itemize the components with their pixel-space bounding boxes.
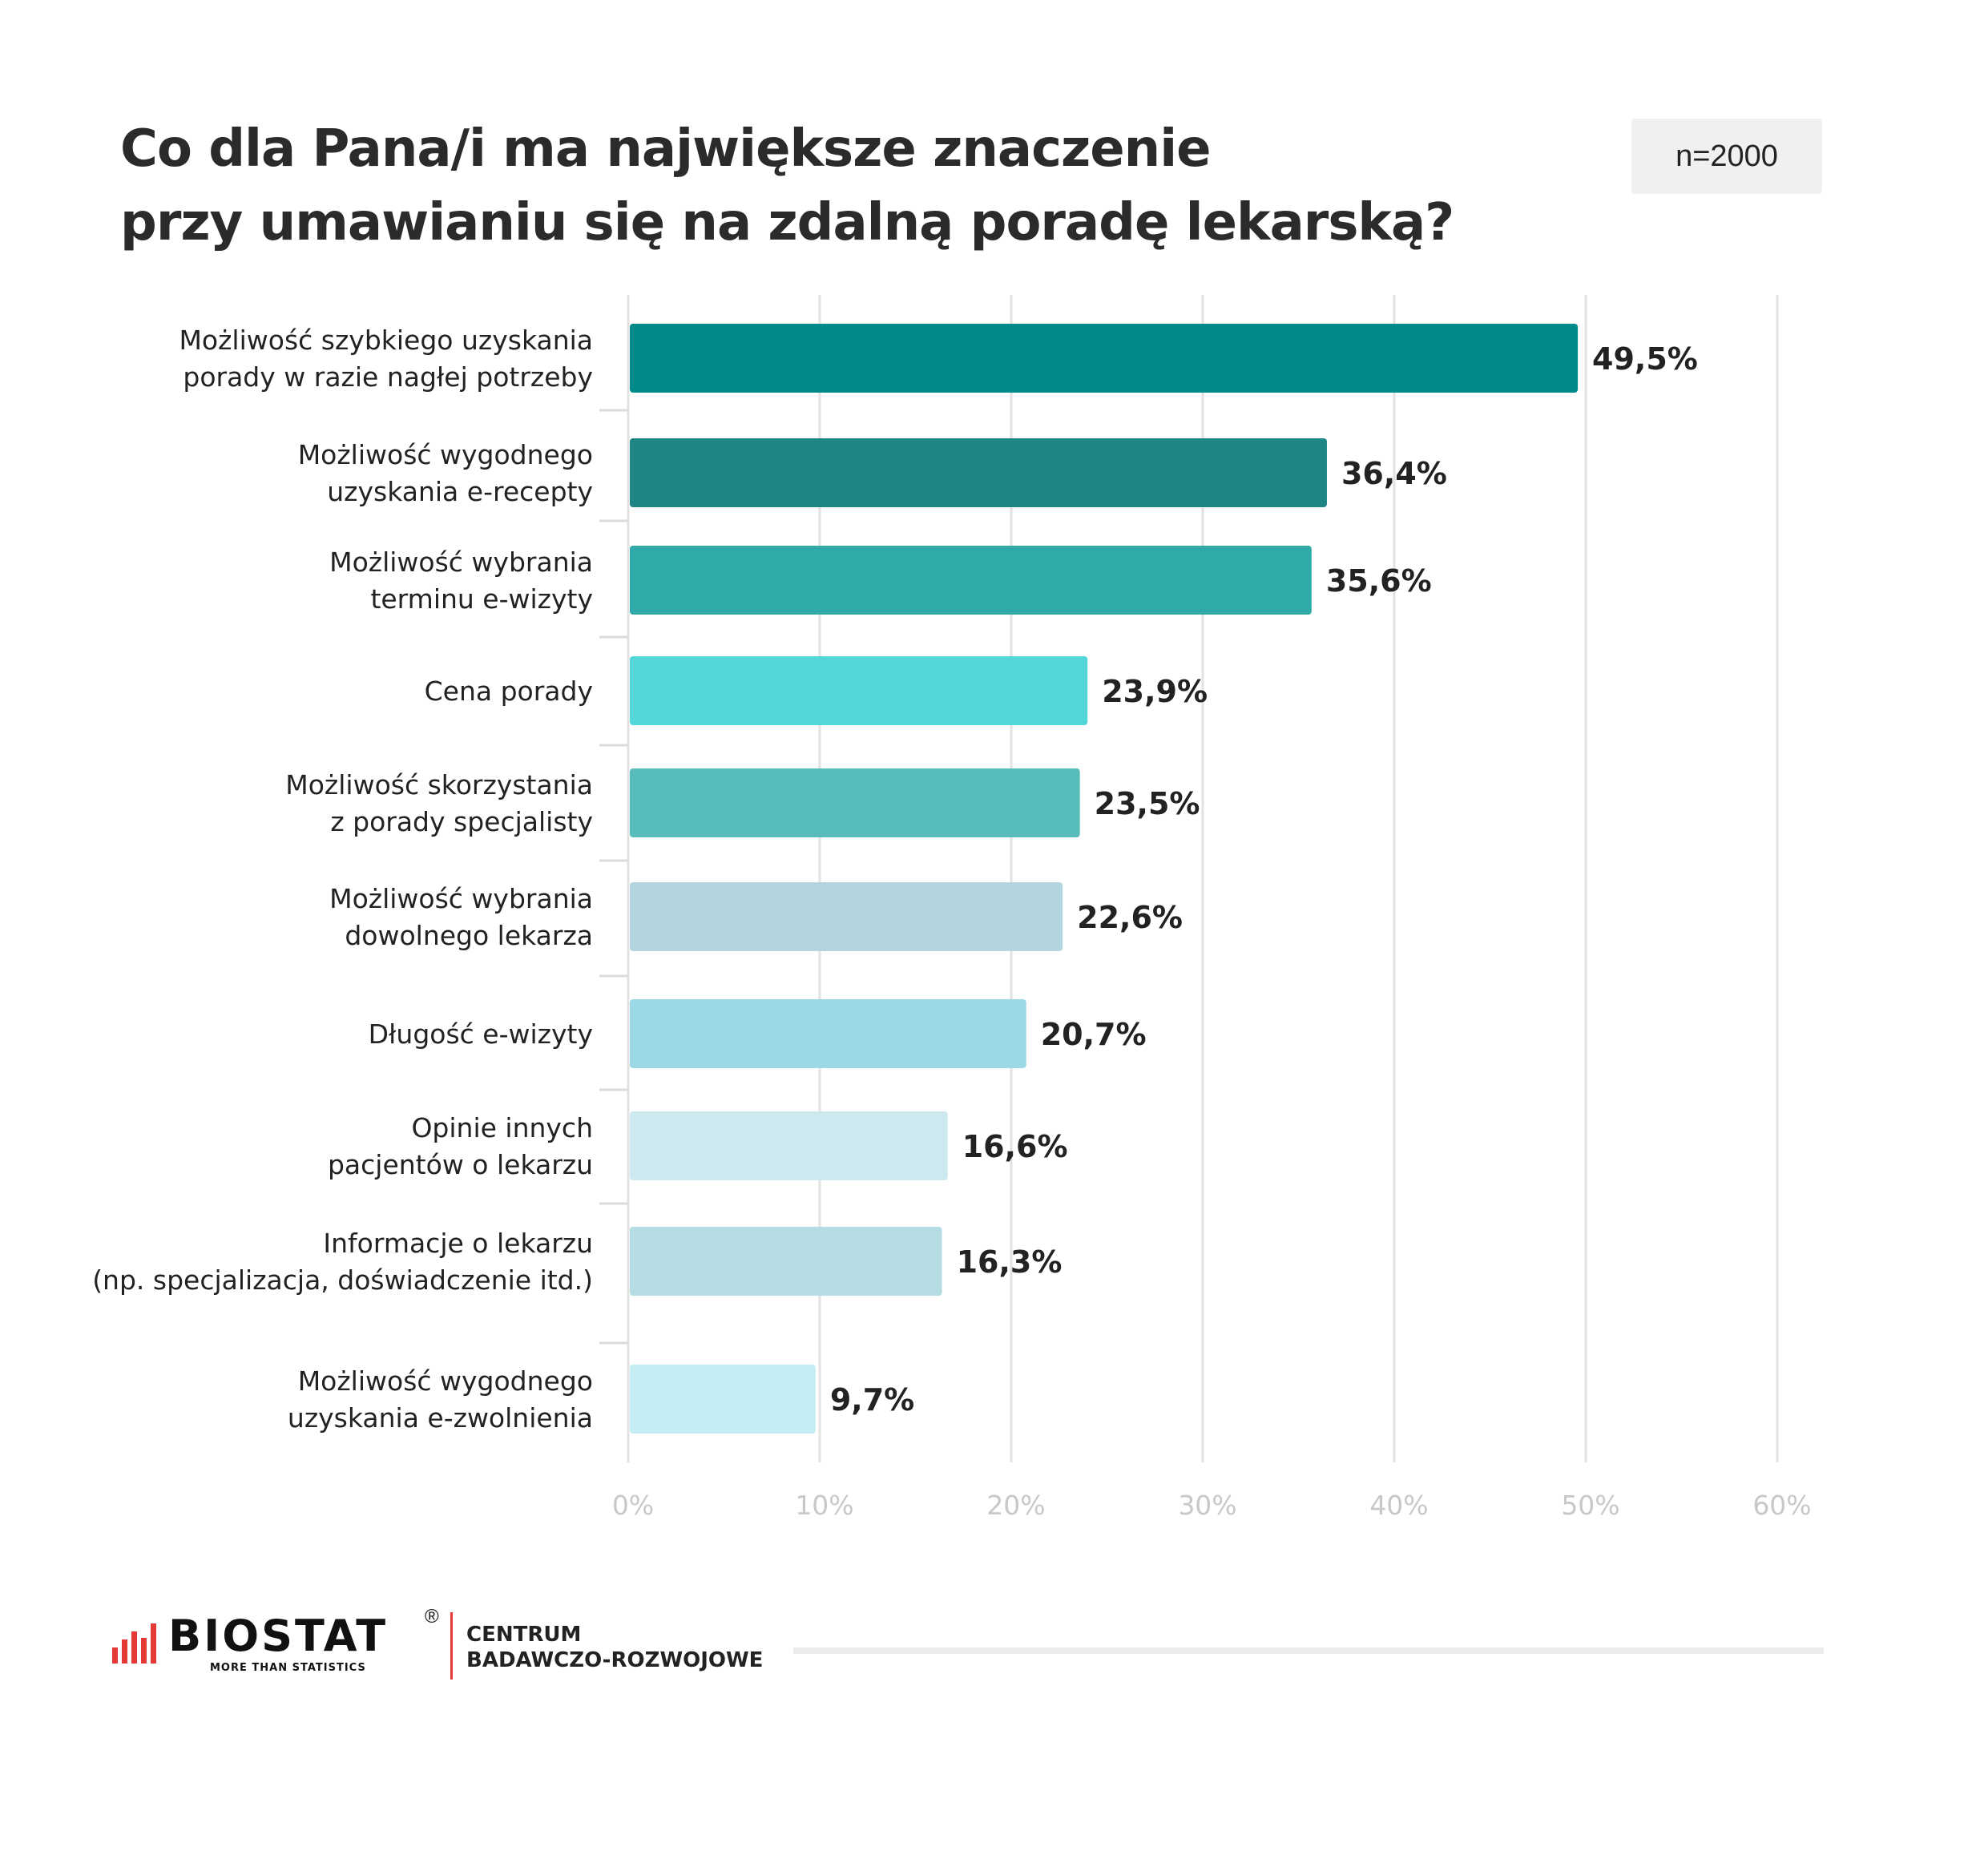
bar (630, 324, 1579, 393)
x-tick-label: 10% (795, 1490, 853, 1521)
category-label: pacjentów o lekarzu (328, 1149, 593, 1180)
category-label: Możliwość wygodnego (298, 1365, 593, 1397)
category-label: Możliwość wybrania (329, 883, 593, 914)
data-label: 36,4% (1341, 456, 1447, 491)
x-tick-label: 0% (612, 1490, 654, 1521)
registered-mark: ® (425, 1606, 439, 1627)
biostat-brand: BIOSTAT (168, 1611, 389, 1661)
footer-rule (793, 1647, 1824, 1654)
centrum-label: CENTRUM BADAWCZO-ROZWOJOWE (466, 1622, 763, 1673)
x-tick-label: 30% (1178, 1490, 1236, 1521)
data-label: 16,6% (962, 1129, 1068, 1164)
bars (630, 324, 1579, 1434)
data-label: 23,9% (1102, 674, 1208, 709)
category-label: Cena porady (425, 675, 593, 707)
biostat-tagline: MORE THAN STATISTICS (210, 1662, 366, 1674)
chart-title-line-1: Co dla Pana/i ma największe znaczenie (120, 119, 1212, 179)
bar (630, 546, 1312, 615)
category-label: Opinie innych (411, 1112, 593, 1143)
category-label: Długość e-wizyty (369, 1018, 593, 1050)
bar (630, 768, 1080, 837)
x-tick-label: 50% (1561, 1490, 1619, 1521)
bar-chart: Możliwość szybkiego uzyskania porady w r… (92, 295, 1812, 1521)
category-label: terminu e-wizyty (370, 583, 593, 615)
data-label: 22,6% (1077, 900, 1183, 935)
x-tick-labels: 0% 10% 20% 30% 40% 50% 60% (612, 1490, 1812, 1521)
category-label: Możliwość wygodnego (298, 439, 593, 470)
x-tick-label: 60% (1752, 1490, 1811, 1521)
data-label: 20,7% (1041, 1017, 1147, 1052)
category-label: Możliwość szybkiego uzyskania (179, 325, 593, 356)
bar (630, 1111, 948, 1180)
category-label: Możliwość skorzystania (285, 769, 593, 800)
x-tick-label: 40% (1369, 1490, 1428, 1521)
x-tick-label: 20% (986, 1490, 1045, 1521)
data-label: 16,3% (957, 1244, 1063, 1280)
category-label: z porady specjalisty (330, 806, 593, 837)
centrum-line-1: CENTRUM (466, 1623, 582, 1647)
data-label: 23,5% (1095, 786, 1200, 821)
bar (630, 882, 1063, 951)
category-labels: Możliwość szybkiego uzyskania porady w r… (92, 325, 593, 1434)
data-label: 35,6% (1326, 563, 1432, 599)
chart-title-line-2: przy umawianiu się na zdalną poradę leka… (120, 193, 1454, 252)
chart-title: Co dla Pana/i ma największe znaczenie pr… (120, 112, 1454, 260)
category-label: dowolnego lekarza (345, 920, 593, 951)
data-label: 49,5% (1592, 341, 1698, 377)
logo-divider (450, 1612, 453, 1680)
category-label: uzyskania e-recepty (327, 476, 593, 507)
category-label: Możliwość wybrania (329, 546, 593, 578)
centrum-line-2: BADAWCZO-ROZWOJOWE (466, 1648, 764, 1672)
bar (630, 999, 1026, 1068)
bar (630, 1227, 942, 1296)
category-label: (np. specjalizacja, doświadczenie itd.) (92, 1264, 593, 1296)
category-label: Informacje o lekarzu (323, 1228, 593, 1259)
data-label: 9,7% (830, 1382, 914, 1417)
category-axis (599, 409, 628, 1345)
category-label: uzyskania e-zwolnienia (288, 1402, 593, 1434)
biostat-bars-icon (112, 1623, 156, 1663)
value-labels: 49,5% 36,4% 35,6% 23,9% 23,5% 22,6% 20,7% 16,6%… (830, 341, 1698, 1417)
bar (630, 656, 1088, 725)
category-label: porady w razie nagłej potrzeby (183, 361, 593, 393)
sample-size-badge: n=2000 (1631, 119, 1822, 194)
bar (630, 1365, 816, 1434)
bar (630, 438, 1327, 507)
